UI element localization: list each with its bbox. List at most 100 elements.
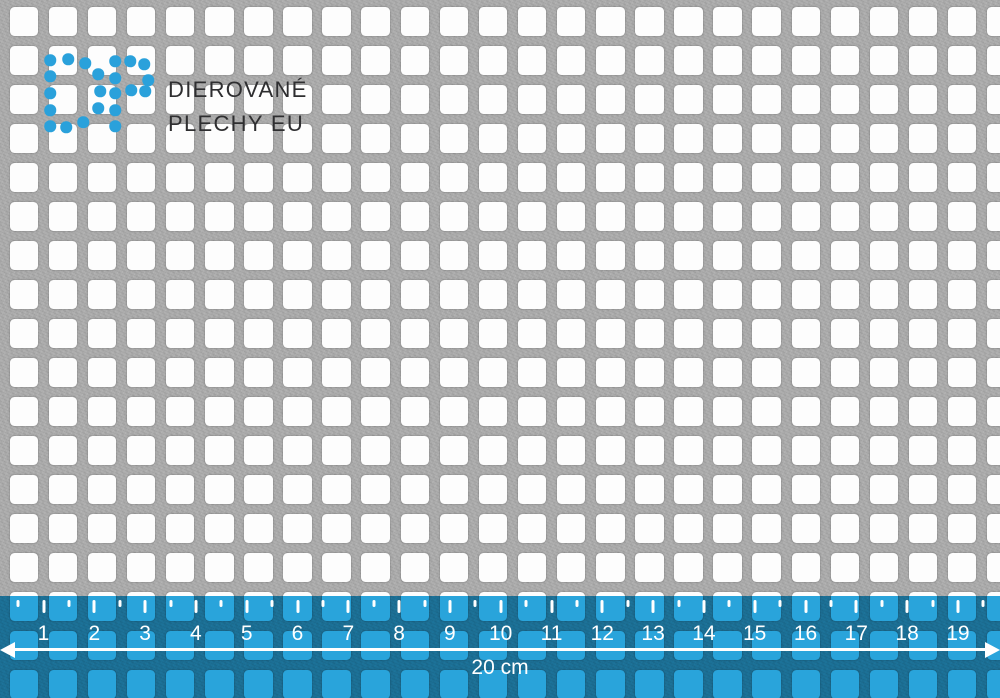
perforation-hole	[635, 319, 664, 348]
perforation-hole	[869, 202, 899, 231]
perforation-hole	[596, 553, 625, 582]
perforation-hole	[400, 358, 429, 387]
logo-dot	[138, 58, 150, 70]
perforation-hole	[908, 514, 938, 543]
perforation-hole	[478, 397, 508, 426]
perforation-hole	[791, 280, 820, 309]
perforation-hole	[126, 124, 156, 153]
perforation-hole	[361, 241, 390, 270]
perforation-hole	[556, 7, 586, 36]
perforation-hole	[478, 475, 508, 504]
perforation-hole	[205, 397, 234, 426]
perforation-hole	[635, 475, 664, 504]
perforation-hole	[635, 85, 664, 114]
perforation-hole	[713, 319, 742, 348]
perforation-hole	[205, 124, 234, 153]
perforation-hole	[947, 124, 977, 153]
perforation-hole	[908, 280, 938, 309]
perforation-hole	[48, 475, 78, 504]
perforation-hole	[869, 397, 899, 426]
perforation-hole	[48, 514, 78, 543]
perforation-hole	[752, 475, 781, 504]
perforation-hole	[361, 7, 390, 36]
perforation-hole	[596, 85, 625, 114]
perforation-hole	[322, 514, 351, 543]
perforation-hole	[674, 514, 703, 543]
perforation-hole	[244, 46, 273, 75]
perforation-hole	[517, 358, 547, 387]
perforation-hole	[791, 514, 820, 543]
perforation-hole	[556, 163, 586, 192]
perforation-hole	[322, 7, 351, 36]
logo-dot	[142, 74, 154, 86]
perforation-hole	[830, 124, 860, 153]
perforation-hole	[596, 280, 625, 309]
perforation-hole	[517, 7, 547, 36]
perforation-hole	[244, 85, 273, 114]
perforation-hole	[752, 202, 781, 231]
perforation-hole	[9, 85, 38, 114]
perforation-hole	[400, 475, 429, 504]
logo-dot	[44, 87, 56, 99]
perforation-hole	[556, 124, 586, 153]
perforation-hole	[205, 358, 234, 387]
perforation-hole	[322, 85, 351, 114]
logo-dot	[77, 116, 89, 128]
perforation-hole	[478, 85, 508, 114]
perforation-hole	[244, 514, 273, 543]
perforation-hole	[635, 202, 664, 231]
perforation-hole	[87, 163, 117, 192]
perforation-hole	[674, 124, 703, 153]
perforation-hole	[791, 436, 820, 465]
brand-name-line1: DIEROVANÉ	[168, 77, 308, 102]
perforation-hole	[517, 319, 547, 348]
logo-dot	[124, 55, 136, 67]
perforation-hole	[400, 46, 429, 75]
perforation-hole	[908, 358, 938, 387]
perforation-hole	[596, 241, 625, 270]
perforation-hole	[987, 436, 1000, 465]
logo-dot	[109, 72, 121, 84]
perforation-hole	[48, 241, 78, 270]
perforation-hole	[283, 319, 312, 348]
perforation-hole	[283, 85, 312, 114]
perforation-hole	[126, 475, 156, 504]
perforation-hole	[400, 7, 429, 36]
perforation-hole	[205, 85, 234, 114]
perforation-hole	[165, 163, 195, 192]
logo-dot	[44, 70, 56, 82]
perforation-hole	[596, 514, 625, 543]
perforation-hole	[126, 319, 156, 348]
perforation-hole	[947, 319, 977, 348]
perforation-hole	[87, 202, 117, 231]
perforation-hole	[322, 46, 351, 75]
perforation-hole	[165, 358, 195, 387]
perforation-hole	[674, 163, 703, 192]
perforation-hole	[674, 553, 703, 582]
perforation-hole	[48, 280, 78, 309]
perforation-hole	[869, 124, 899, 153]
perforation-hole	[635, 124, 664, 153]
perforation-hole	[791, 46, 820, 75]
perforation-hole	[674, 436, 703, 465]
perforation-hole	[752, 163, 781, 192]
perforation-hole	[635, 280, 664, 309]
perforation-hole	[596, 124, 625, 153]
perforation-hole	[752, 436, 781, 465]
perforation-hole	[400, 553, 429, 582]
perforation-hole	[400, 202, 429, 231]
perforation-hole	[556, 46, 586, 75]
perforation-hole	[126, 436, 156, 465]
perforation-hole	[987, 553, 1000, 582]
perforation-hole	[596, 436, 625, 465]
perforation-hole	[674, 85, 703, 114]
logo-dot	[109, 120, 121, 132]
perforation-hole	[439, 319, 469, 348]
perforation-hole	[713, 7, 742, 36]
perforation-hole	[48, 436, 78, 465]
perforation-hole	[361, 436, 390, 465]
perforation-hole	[908, 241, 938, 270]
perforation-hole	[947, 85, 977, 114]
perforation-hole	[947, 241, 977, 270]
perforation-hole	[987, 319, 1000, 348]
